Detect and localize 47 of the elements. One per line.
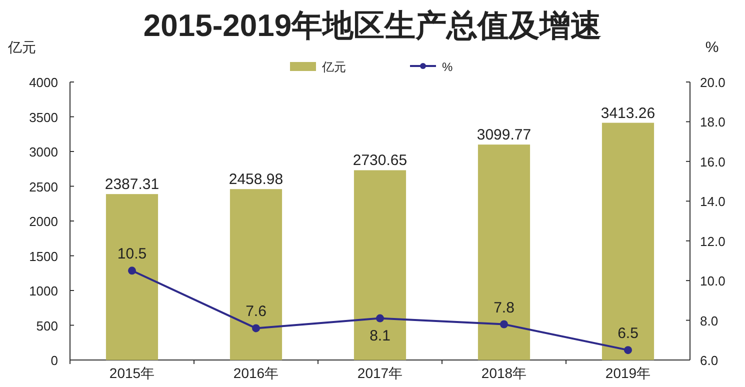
x-tick-label: 2019年 bbox=[605, 365, 651, 381]
data-label: 3413.26 bbox=[600, 104, 656, 122]
point bbox=[128, 266, 136, 275]
y-tick-label: 3000 bbox=[29, 144, 58, 160]
bar bbox=[106, 194, 158, 360]
data-label: 2730.65 bbox=[352, 152, 408, 170]
y2-tick-label: 12.0 bbox=[700, 234, 726, 249]
y-tick-label: 500 bbox=[36, 318, 58, 334]
x-tick-label: 2016年 bbox=[233, 365, 279, 381]
y-tick-label: 2000 bbox=[29, 214, 58, 229]
x-tick-label: 2018年 bbox=[481, 365, 527, 381]
y-tick-label: 2500 bbox=[29, 179, 58, 194]
point bbox=[500, 320, 508, 328]
data-label: 8.1 bbox=[370, 327, 390, 344]
y-tick-label: 1000 bbox=[29, 284, 58, 298]
legend-label: 亿元 bbox=[321, 60, 346, 74]
y2-axis-title: % bbox=[705, 39, 719, 56]
legend-label: % bbox=[442, 60, 453, 74]
data-label: 10.5 bbox=[117, 246, 147, 263]
data-label: 6.5 bbox=[618, 325, 638, 342]
point bbox=[624, 346, 632, 354]
y-tick-label: 3500 bbox=[29, 110, 58, 125]
bar bbox=[230, 189, 282, 360]
y-tick-label: 1500 bbox=[29, 248, 58, 264]
y2-tick-label: 18.0 bbox=[700, 114, 726, 130]
point bbox=[252, 324, 260, 332]
data-label: 7.8 bbox=[494, 299, 514, 316]
y2-tick-label: 10.0 bbox=[700, 274, 726, 289]
y-tick-label: 4000 bbox=[29, 75, 58, 90]
y2-tick-label: 6.0 bbox=[700, 353, 718, 368]
y2-tick-label: 16.0 bbox=[700, 154, 726, 170]
point bbox=[376, 314, 384, 322]
y-tick-label: 0 bbox=[50, 353, 58, 368]
data-label: 3099.77 bbox=[476, 126, 532, 144]
data-label: 2387.31 bbox=[104, 176, 160, 194]
x-tick-label: 2015年 bbox=[109, 365, 155, 381]
y2-tick-label: 20.0 bbox=[700, 75, 726, 90]
y2-tick-label: 8.0 bbox=[700, 313, 718, 328]
y-axis-title: 亿元 bbox=[7, 39, 36, 55]
data-label: 2458.98 bbox=[228, 171, 284, 188]
bar bbox=[602, 122, 654, 360]
data-label: 7.6 bbox=[246, 303, 266, 320]
bar bbox=[354, 170, 406, 360]
chart-title: 2015-2019年地区生产总值及增速 bbox=[143, 8, 602, 43]
bar bbox=[478, 144, 530, 360]
y2-tick-label: 14.0 bbox=[700, 194, 726, 210]
x-tick-label: 2017年 bbox=[357, 365, 403, 381]
